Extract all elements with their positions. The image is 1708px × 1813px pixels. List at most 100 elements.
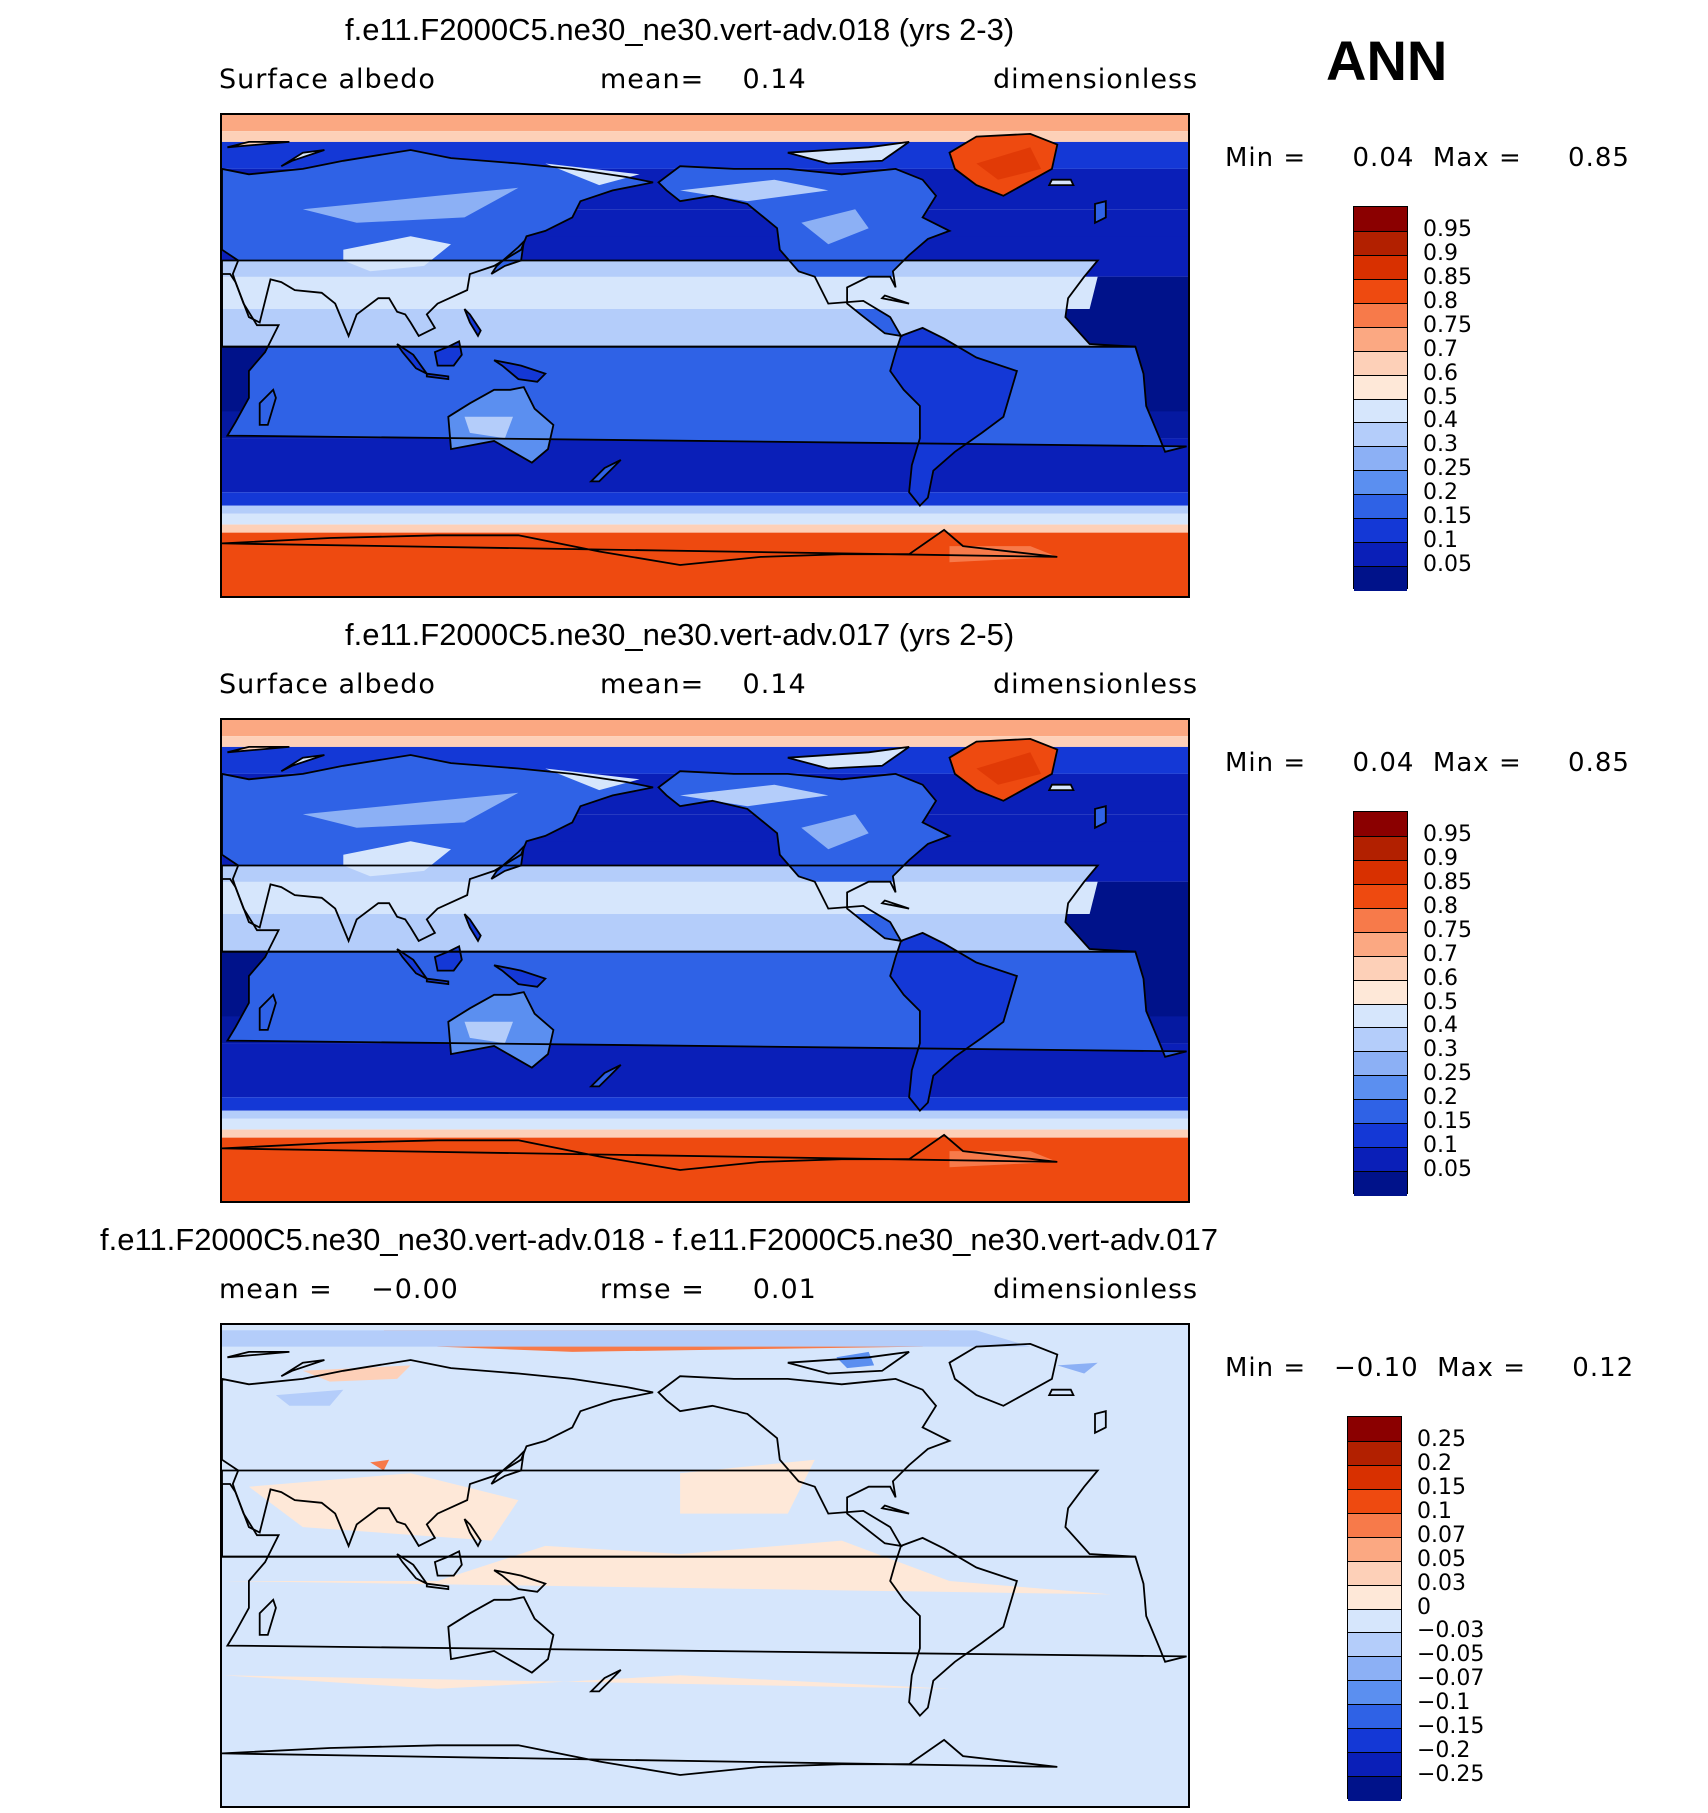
coastline <box>425 1582 450 1591</box>
coastline <box>222 1483 1187 1663</box>
coastline <box>1094 1410 1107 1435</box>
coastline <box>222 1738 1058 1776</box>
min-max-label: Min = 0.04 Max = 0.85 <box>1225 143 1630 173</box>
contour-band <box>222 736 1188 747</box>
coastline <box>657 770 952 943</box>
colorbar-tick-label: 0.25 <box>1423 456 1472 482</box>
colorbar-swatch <box>1348 1704 1401 1730</box>
contour-band <box>222 720 1188 737</box>
contour-band <box>222 492 1188 506</box>
land-fill <box>591 1064 621 1087</box>
colorbar-tick-label: 0.7 <box>1423 941 1458 967</box>
colorbar-swatch <box>1354 1099 1407 1125</box>
colorbar <box>1353 811 1408 1196</box>
land-fill <box>259 389 276 425</box>
colorbar-swatch <box>1354 859 1407 885</box>
coastline <box>447 991 555 1069</box>
mean-label: mean = −0.00 <box>219 1274 459 1305</box>
colorbar-swatch <box>1354 1027 1407 1053</box>
colorbar-tick-label: 0.4 <box>1423 1013 1458 1039</box>
units-label: dimensionless <box>993 669 1199 700</box>
colorbar-swatch <box>1354 1003 1407 1029</box>
contour-patch <box>302 792 519 828</box>
colorbar-swatch <box>1348 1440 1401 1466</box>
colorbar-tick-label: 0.3 <box>1423 432 1458 458</box>
coastline <box>880 1504 910 1515</box>
coastline <box>948 737 1059 802</box>
coastline <box>222 259 1136 348</box>
land-fill <box>464 309 481 336</box>
colorbar-tick-label: 0.2 <box>1423 1085 1458 1111</box>
contour-band <box>222 131 1188 142</box>
land-fill <box>658 771 950 941</box>
colorbar-swatch <box>1354 470 1407 496</box>
panel-title: f.e11.F2000C5.ne30_ne30.vert-adv.018 (yr… <box>345 12 1015 47</box>
land-fill <box>494 965 546 987</box>
colorbar-tick-label: 0.2 <box>1423 480 1458 506</box>
colorbar-swatch <box>1348 1560 1401 1586</box>
colorbar-tick-label: 0.25 <box>1417 1426 1466 1452</box>
colorbar <box>1353 206 1408 591</box>
colorbar-swatch <box>1354 1147 1407 1173</box>
coastline <box>889 931 1019 1113</box>
colorbar-swatch <box>1354 1075 1407 1101</box>
coastline <box>258 388 277 426</box>
map-plot <box>220 718 1190 1203</box>
rmse-label: rmse = 0.01 <box>600 1274 817 1305</box>
land-fill <box>658 166 950 336</box>
contour-band <box>222 1110 1188 1119</box>
coastline <box>227 140 290 149</box>
coastline <box>396 1553 428 1585</box>
mean-label: mean= 0.14 <box>600 669 807 700</box>
colorbar-swatch <box>1354 254 1407 280</box>
colorbar-swatch <box>1348 1632 1401 1658</box>
coastline <box>880 899 910 910</box>
units-label: dimensionless <box>993 64 1199 95</box>
coastline <box>222 149 654 339</box>
colorbar-swatch <box>1348 1608 1401 1634</box>
colorbar-tick-label: 0.85 <box>1423 264 1472 290</box>
land-fill <box>1049 784 1074 791</box>
coastline <box>258 993 277 1031</box>
colorbar-swatch <box>1354 207 1407 232</box>
colorbar-swatch <box>1354 398 1407 424</box>
coastline <box>425 977 450 986</box>
colorbar-tick-label: 0.8 <box>1423 288 1458 314</box>
coastline <box>396 343 428 375</box>
colorbar-tick-label: 0.75 <box>1423 312 1472 338</box>
colorbar-swatch <box>1354 1051 1407 1077</box>
contour-band <box>222 513 1188 525</box>
coastline <box>280 149 325 168</box>
coastline <box>657 1375 952 1548</box>
units-label: dimensionless <box>993 1274 1199 1305</box>
colorbar-swatch <box>1354 566 1407 591</box>
coastline <box>657 165 952 338</box>
colorbar-tick-label: 0.3 <box>1423 1037 1458 1063</box>
colorbar-swatch <box>1348 1417 1401 1442</box>
colorbar-tick-label: 0.05 <box>1423 552 1472 578</box>
coastline <box>280 1359 325 1378</box>
colorbar-swatch <box>1354 422 1407 448</box>
colorbar-tick-label: 0.9 <box>1423 240 1458 266</box>
contour-band <box>222 524 1188 533</box>
contour-patch <box>1057 1362 1098 1374</box>
coastline <box>1047 783 1075 791</box>
colorbar-swatch <box>1354 979 1407 1005</box>
coastline <box>880 294 910 305</box>
coastline <box>1047 178 1075 186</box>
contour-band <box>222 438 1188 493</box>
coastline <box>493 1569 547 1593</box>
land-fill <box>1049 179 1074 186</box>
coastline <box>258 1598 277 1636</box>
coastline <box>222 528 1058 566</box>
contour-patch <box>801 209 869 245</box>
contour-patch <box>680 1459 815 1514</box>
contour-patch <box>248 1473 519 1541</box>
coastline <box>222 1359 654 1549</box>
coastline <box>490 239 526 275</box>
coastline <box>490 1449 526 1485</box>
colorbar-swatch <box>1354 494 1407 520</box>
contour-patch <box>464 1021 513 1044</box>
colorbar-tick-label: 0.1 <box>1423 1133 1458 1159</box>
contour-band <box>222 1118 1188 1130</box>
